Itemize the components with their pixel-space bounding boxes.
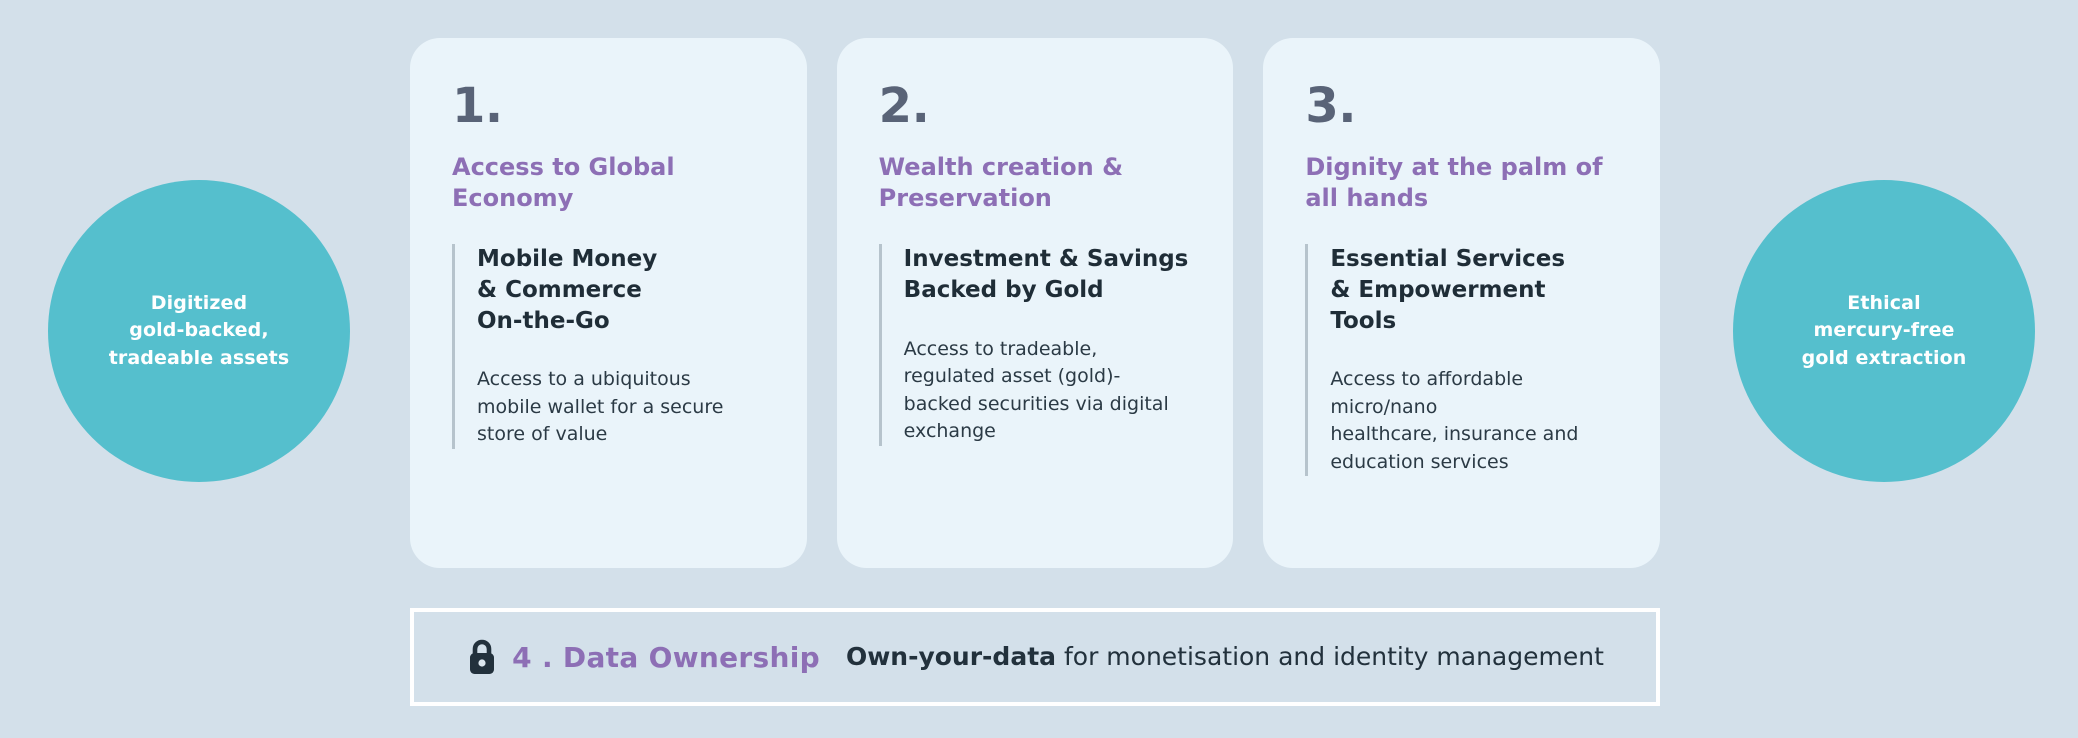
card-2-heading: Wealth creation & Preservation bbox=[878, 153, 1123, 213]
left-value-circle: Digitized gold-backed, tradeable assets bbox=[48, 180, 350, 482]
data-ownership-text-strong: Own-your-data bbox=[845, 642, 1057, 671]
card-3[interactable]: 3. Dignity at the palm of all hands Esse… bbox=[1263, 38, 1661, 568]
card-1[interactable]: 1. Access to Global Economy Mobile Money… bbox=[410, 38, 807, 568]
card-3-number: 3. bbox=[1305, 78, 1356, 134]
card-3-body: Essential Services & Empowerment Tools A… bbox=[1305, 244, 1618, 477]
card-3-description: Access to affordable micro/nano healthca… bbox=[1330, 368, 1579, 473]
card-3-heading: Dignity at the palm of all hands bbox=[1305, 153, 1603, 213]
card-2-body: Investment & Savings Backed by Gold Acce… bbox=[878, 244, 1192, 446]
right-circle-label: Ethical mercury-free gold extraction bbox=[1801, 291, 1967, 369]
cards-row: 1. Access to Global Economy Mobile Money… bbox=[410, 38, 1661, 568]
left-circle-label: Digitized gold-backed, tradeable assets bbox=[108, 291, 290, 369]
card-1-description: Access to a ubiquitous mobile wallet for… bbox=[477, 368, 724, 446]
card-2-description: Access to tradeable, regulated asset (go… bbox=[903, 337, 1169, 443]
data-ownership-text: Own-your-data for monetisation and ident… bbox=[846, 642, 1604, 672]
card-2-number: 2. bbox=[878, 78, 930, 134]
data-ownership-label: 4 . Data Ownership bbox=[512, 640, 820, 674]
card-2[interactable]: 2. Wealth creation & Preservation Invest… bbox=[836, 38, 1234, 568]
card-1-body: Mobile Money & Commerce On-the-Go Access… bbox=[452, 244, 765, 449]
data-ownership-bar[interactable]: 4 . Data Ownership Own-your-data for mon… bbox=[410, 608, 1660, 706]
lock-icon bbox=[466, 637, 498, 677]
card-2-subtitle: Investment & Savings Backed by Gold bbox=[903, 246, 1189, 303]
right-value-circle: Ethical mercury-free gold extraction bbox=[1733, 180, 2035, 482]
card-3-subtitle: Essential Services & Empowerment Tools bbox=[1330, 246, 1566, 334]
card-1-heading: Access to Global Economy bbox=[452, 153, 675, 213]
data-ownership-text-rest: for monetisation and identity management bbox=[1056, 642, 1604, 671]
card-1-subtitle: Mobile Money & Commerce On-the-Go bbox=[477, 246, 658, 334]
card-1-number: 1. bbox=[452, 78, 503, 134]
